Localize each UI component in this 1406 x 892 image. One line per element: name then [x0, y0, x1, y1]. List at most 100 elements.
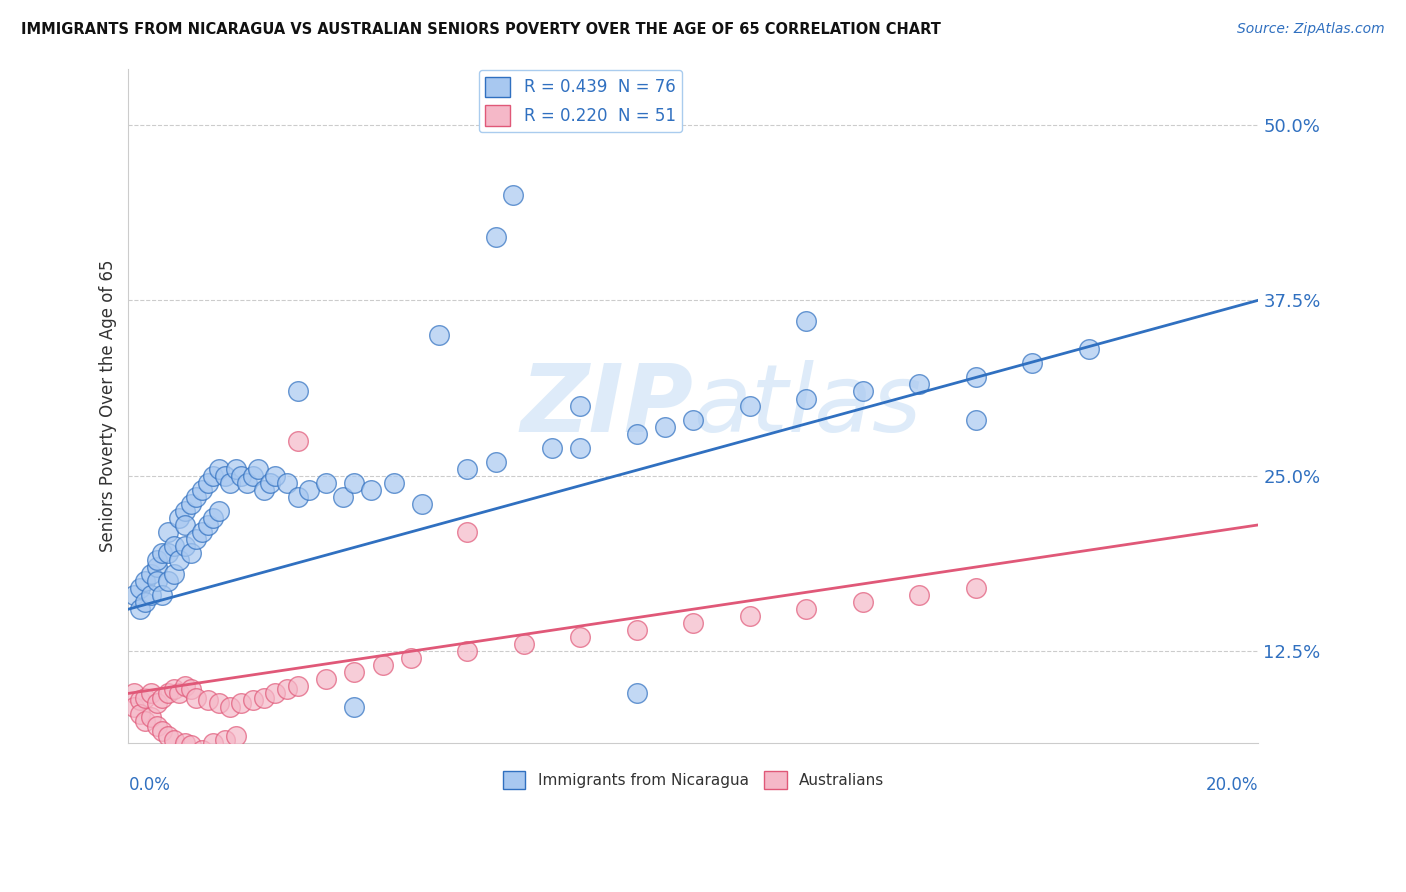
Point: [122, 686, 145, 700]
Point: [852, 595, 875, 609]
Point: [202, 511, 225, 525]
Point: [134, 714, 156, 729]
Point: [1078, 343, 1101, 357]
Point: [174, 539, 197, 553]
Point: [169, 553, 191, 567]
Point: [128, 707, 150, 722]
Point: [485, 455, 508, 469]
Point: [315, 673, 337, 687]
Point: [738, 609, 761, 624]
Point: [186, 490, 208, 504]
Point: [202, 468, 225, 483]
Point: [174, 517, 197, 532]
Point: [908, 377, 931, 392]
Point: [371, 658, 394, 673]
Point: [626, 686, 648, 700]
Point: [315, 475, 337, 490]
Point: [191, 742, 214, 756]
Text: 20.0%: 20.0%: [1206, 776, 1258, 794]
Point: [908, 588, 931, 602]
Point: [287, 490, 309, 504]
Point: [332, 490, 354, 504]
Point: [796, 314, 818, 328]
Point: [287, 679, 309, 693]
Point: [180, 497, 202, 511]
Point: [456, 524, 478, 539]
Point: [174, 735, 197, 749]
Point: [163, 567, 186, 582]
Point: [682, 616, 704, 631]
Point: [139, 567, 162, 582]
Point: [157, 546, 180, 560]
Point: [965, 581, 987, 595]
Point: [150, 724, 173, 739]
Point: [180, 546, 202, 560]
Point: [191, 483, 214, 497]
Point: [197, 475, 219, 490]
Point: [298, 483, 321, 497]
Point: [253, 690, 276, 705]
Point: [197, 693, 219, 707]
Point: [191, 524, 214, 539]
Point: [145, 574, 167, 588]
Point: [145, 560, 167, 574]
Point: [180, 739, 202, 753]
Point: [225, 729, 247, 743]
Point: [122, 700, 145, 714]
Point: [186, 690, 208, 705]
Point: [569, 630, 592, 644]
Point: [456, 461, 478, 475]
Point: [541, 441, 564, 455]
Point: [242, 468, 264, 483]
Point: [264, 468, 287, 483]
Point: [186, 532, 208, 546]
Point: [128, 602, 150, 616]
Point: [169, 686, 191, 700]
Point: [157, 686, 180, 700]
Text: ZIP: ZIP: [520, 359, 693, 451]
Point: [852, 384, 875, 399]
Point: [225, 461, 247, 475]
Point: [569, 441, 592, 455]
Point: [150, 546, 173, 560]
Point: [163, 682, 186, 697]
Point: [134, 574, 156, 588]
Point: [343, 665, 366, 680]
Text: atlas: atlas: [693, 360, 922, 451]
Point: [485, 230, 508, 244]
Text: IMMIGRANTS FROM NICARAGUA VS AUSTRALIAN SENIORS POVERTY OVER THE AGE OF 65 CORRE: IMMIGRANTS FROM NICARAGUA VS AUSTRALIAN …: [21, 22, 941, 37]
Point: [169, 511, 191, 525]
Point: [145, 553, 167, 567]
Point: [174, 679, 197, 693]
Point: [180, 682, 202, 697]
Point: [287, 384, 309, 399]
Point: [231, 468, 253, 483]
Point: [276, 682, 298, 697]
Point: [202, 735, 225, 749]
Point: [163, 732, 186, 747]
Point: [208, 696, 231, 710]
Point: [139, 588, 162, 602]
Y-axis label: Seniors Poverty Over the Age of 65: Seniors Poverty Over the Age of 65: [100, 260, 117, 552]
Point: [208, 461, 231, 475]
Point: [569, 399, 592, 413]
Point: [157, 574, 180, 588]
Point: [208, 504, 231, 518]
Point: [738, 399, 761, 413]
Point: [264, 686, 287, 700]
Point: [150, 690, 173, 705]
Point: [796, 392, 818, 406]
Point: [399, 651, 422, 665]
Point: [1021, 356, 1043, 370]
Point: [145, 719, 167, 733]
Point: [502, 187, 524, 202]
Point: [150, 588, 173, 602]
Point: [411, 497, 433, 511]
Text: Source: ZipAtlas.com: Source: ZipAtlas.com: [1237, 22, 1385, 37]
Point: [219, 700, 242, 714]
Point: [343, 700, 366, 714]
Point: [219, 475, 242, 490]
Point: [214, 732, 236, 747]
Point: [654, 419, 676, 434]
Point: [139, 686, 162, 700]
